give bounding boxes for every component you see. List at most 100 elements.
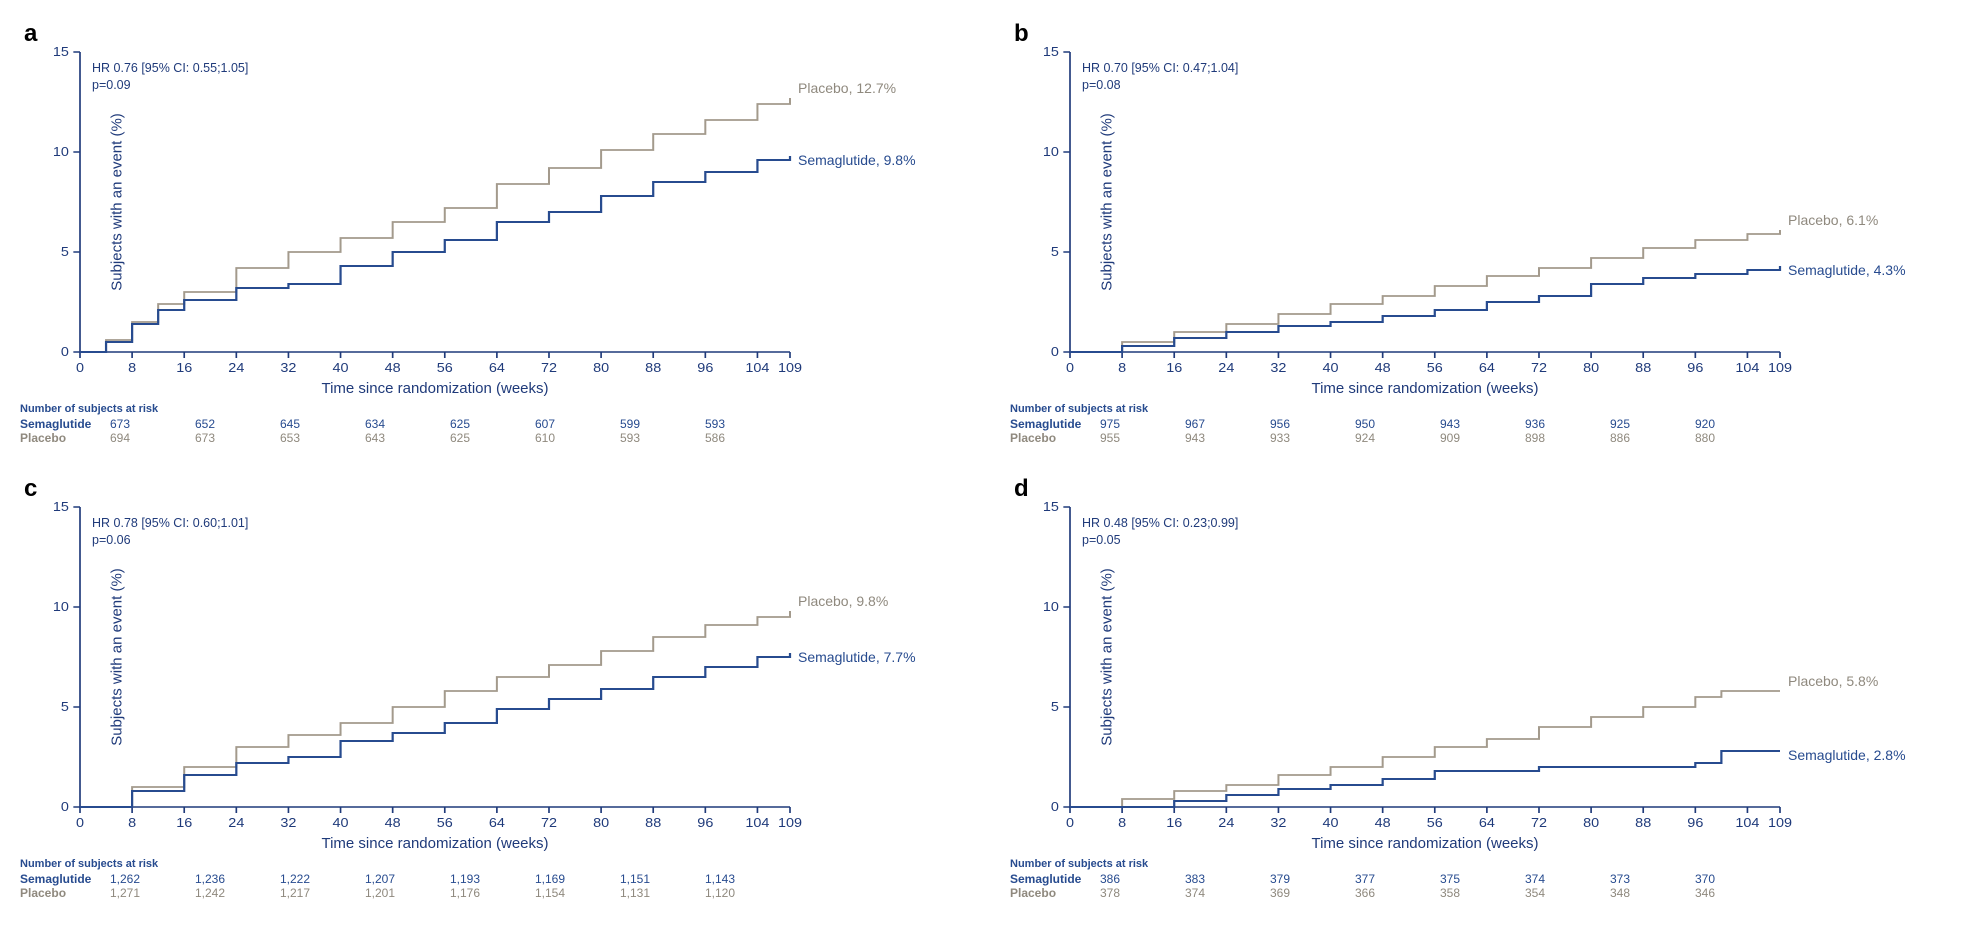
risk-cell: 346: [1695, 886, 1780, 900]
svg-text:0: 0: [1066, 816, 1074, 830]
series-semaglutide: [80, 653, 790, 807]
svg-text:16: 16: [1166, 816, 1182, 830]
end-label-placebo: Placebo, 5.8%: [1788, 673, 1878, 689]
risk-cell: 673: [110, 417, 195, 431]
svg-text:32: 32: [1270, 816, 1286, 830]
risk-cell: 886: [1610, 431, 1695, 445]
svg-text:80: 80: [593, 816, 609, 830]
risk-cell: 586: [705, 431, 790, 445]
risk-table: Number of subjects at riskSemaglutide386…: [1010, 858, 1780, 900]
svg-text:0: 0: [61, 800, 69, 814]
hr-text: HR 0.78 [95% CI: 0.60;1.01]: [92, 515, 248, 532]
svg-text:8: 8: [128, 361, 136, 375]
x-axis-label: Time since randomization (weeks): [80, 835, 790, 852]
svg-text:8: 8: [1118, 361, 1126, 375]
svg-text:80: 80: [593, 361, 609, 375]
risk-row-placebo: Placebo1,2711,2421,2171,2011,1761,1541,1…: [20, 886, 790, 900]
risk-cell: 950: [1355, 417, 1440, 431]
risk-cell: 1,242: [195, 886, 280, 900]
panel-a: a Subjects with an event (%)0510150816243…: [20, 20, 950, 445]
x-axis-label: Time since randomization (weeks): [1070, 380, 1780, 397]
risk-cell: 1,236: [195, 872, 280, 886]
svg-text:5: 5: [61, 245, 69, 259]
svg-text:64: 64: [489, 816, 505, 830]
svg-text:40: 40: [1323, 816, 1339, 830]
p-value-text: p=0.06: [92, 532, 248, 549]
svg-text:88: 88: [645, 816, 661, 830]
risk-cell: 967: [1185, 417, 1270, 431]
y-axis-label: Subjects with an event (%): [108, 568, 125, 746]
svg-text:109: 109: [778, 361, 802, 375]
risk-cell: 1,169: [535, 872, 620, 886]
x-axis-label: Time since randomization (weeks): [80, 380, 790, 397]
svg-text:109: 109: [1768, 816, 1792, 830]
svg-text:104: 104: [1735, 361, 1759, 375]
svg-text:80: 80: [1583, 816, 1599, 830]
risk-row-label: Placebo: [1010, 886, 1100, 900]
risk-cell: 694: [110, 431, 195, 445]
risk-cell: 383: [1185, 872, 1270, 886]
risk-cell: 366: [1355, 886, 1440, 900]
panel-b: bSubjects with an event (%)0510150816243…: [1010, 20, 1940, 445]
series-placebo: [1070, 691, 1780, 807]
panel-letter: a: [24, 20, 950, 48]
svg-text:0: 0: [1051, 345, 1059, 359]
risk-row-placebo: Placebo378374369366358354348346: [1010, 886, 1780, 900]
end-label-placebo: Placebo, 12.7%: [798, 80, 896, 96]
risk-cell: 1,217: [280, 886, 365, 900]
risk-cell: 1,131: [620, 886, 705, 900]
p-value-text: p=0.09: [92, 77, 248, 94]
svg-text:40: 40: [1323, 361, 1339, 375]
svg-text:80: 80: [1583, 361, 1599, 375]
hr-text: HR 0.48 [95% CI: 0.23;0.99]: [1082, 515, 1238, 532]
risk-cell: 348: [1610, 886, 1695, 900]
risk-cell: 653: [280, 431, 365, 445]
risk-cell: 924: [1355, 431, 1440, 445]
risk-table: Number of subjects at riskSemaglutide975…: [1010, 403, 1780, 445]
svg-text:72: 72: [1531, 816, 1547, 830]
risk-cell: 593: [620, 431, 705, 445]
risk-row-sema: Semaglutide1,2621,2361,2221,2071,1931,16…: [20, 872, 790, 886]
series-semaglutide: [80, 156, 790, 352]
risk-cell: 378: [1100, 886, 1185, 900]
svg-text:5: 5: [1051, 700, 1059, 714]
y-axis-label: Subjects with an event (%): [1098, 568, 1115, 746]
p-value-text: p=0.05: [1082, 532, 1238, 549]
risk-cell: 956: [1270, 417, 1355, 431]
svg-text:96: 96: [697, 361, 713, 375]
svg-text:88: 88: [1635, 361, 1651, 375]
risk-cell: 607: [535, 417, 620, 431]
svg-text:10: 10: [53, 600, 69, 614]
svg-text:40: 40: [333, 816, 349, 830]
risk-cell: 652: [195, 417, 280, 431]
chart-area: Subjects with an event (%)05101508162432…: [80, 52, 790, 352]
svg-text:109: 109: [778, 816, 802, 830]
risk-cell: 880: [1695, 431, 1780, 445]
hr-text: HR 0.76 [95% CI: 0.55;1.05]: [92, 60, 248, 77]
panel-d: dSubjects with an event (%)0510150816243…: [1010, 475, 1940, 900]
risk-table-title: Number of subjects at risk: [1010, 858, 1780, 870]
risk-cell: 1,262: [110, 872, 195, 886]
risk-table: Number of subjects at riskSemaglutide673…: [20, 403, 790, 445]
risk-table-title: Number of subjects at risk: [1010, 403, 1780, 415]
series-semaglutide: [1070, 266, 1780, 352]
risk-cell: 593: [705, 417, 790, 431]
series-placebo: [1070, 230, 1780, 352]
risk-cell: 943: [1185, 431, 1270, 445]
risk-cell: 379: [1270, 872, 1355, 886]
svg-text:64: 64: [489, 361, 505, 375]
end-label-semaglutide: Semaglutide, 2.8%: [1788, 747, 1906, 763]
risk-cell: 377: [1355, 872, 1440, 886]
risk-cell: 1,201: [365, 886, 450, 900]
km-chart: 051015081624324048566472808896104109: [1070, 507, 1780, 807]
svg-text:0: 0: [76, 361, 84, 375]
km-chart: 051015081624324048566472808896104109: [80, 52, 790, 352]
svg-text:40: 40: [333, 361, 349, 375]
risk-cell: 933: [1270, 431, 1355, 445]
svg-text:5: 5: [1051, 245, 1059, 259]
svg-text:48: 48: [385, 816, 401, 830]
risk-cell: 925: [1610, 417, 1695, 431]
risk-cell: 1,154: [535, 886, 620, 900]
risk-row-label: Placebo: [20, 431, 110, 445]
svg-text:56: 56: [1427, 816, 1443, 830]
